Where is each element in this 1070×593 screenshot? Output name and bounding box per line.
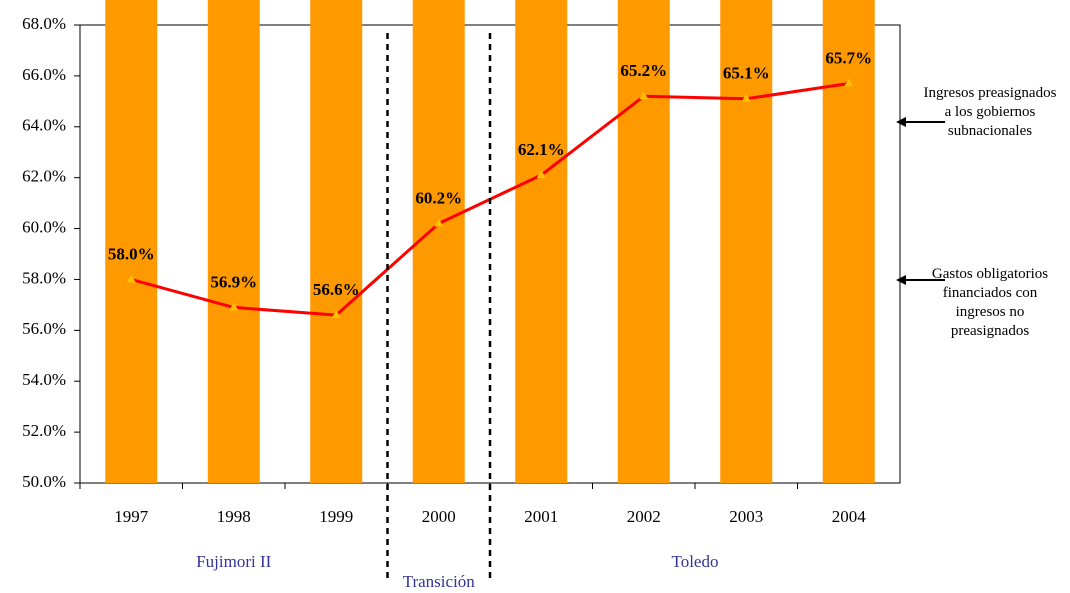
- group-label: Toledo: [672, 552, 719, 571]
- total-label: 58.0%: [108, 244, 155, 263]
- group-label: Fujimori II: [196, 552, 271, 571]
- x-tick-label: 2004: [832, 507, 867, 526]
- bar-segment: [412, 0, 465, 484]
- total-marker: [229, 302, 239, 311]
- y-tick-label: 66.0%: [22, 65, 66, 84]
- bar-segment: [822, 0, 875, 483]
- total-marker: [536, 170, 546, 179]
- bar-segment: [207, 0, 260, 484]
- total-label: 65.7%: [825, 48, 872, 67]
- arrow-head: [896, 275, 906, 285]
- total-marker: [126, 274, 136, 283]
- y-tick-label: 52.0%: [22, 421, 66, 440]
- legend-entry: Gastos obligatorios financiados con ingr…: [931, 266, 1049, 339]
- x-tick-label: 2000: [422, 507, 456, 526]
- y-tick-label: 54.0%: [22, 370, 66, 389]
- total-label: 56.9%: [210, 272, 257, 291]
- group-label: Transición: [403, 572, 476, 591]
- bar-segment: [310, 0, 363, 484]
- total-marker: [434, 218, 444, 227]
- x-tick-label: 1999: [319, 507, 353, 526]
- total-label: 65.1%: [723, 64, 770, 83]
- total-marker: [331, 310, 341, 319]
- y-tick-label: 68.0%: [22, 14, 66, 33]
- bar-segment: [720, 0, 773, 483]
- arrow-head: [896, 117, 906, 127]
- y-tick-label: 64.0%: [22, 116, 66, 135]
- total-label: 60.2%: [415, 188, 462, 207]
- y-tick-label: 62.0%: [22, 167, 66, 186]
- x-tick-label: 1997: [114, 507, 149, 526]
- bar-segment: [515, 0, 568, 483]
- bar-segment: [617, 0, 670, 483]
- x-tick-label: 2002: [627, 507, 661, 526]
- x-tick-label: 2001: [524, 507, 558, 526]
- y-tick-label: 56.0%: [22, 319, 66, 338]
- y-tick-label: 60.0%: [22, 217, 66, 236]
- y-tick-label: 58.0%: [22, 268, 66, 287]
- x-tick-label: 2003: [729, 507, 763, 526]
- y-tick-label: 50.0%: [22, 472, 66, 491]
- total-marker: [741, 93, 751, 102]
- total-label: 65.2%: [620, 61, 667, 80]
- total-label: 56.6%: [313, 280, 360, 299]
- bar-segment: [105, 0, 158, 484]
- x-tick-label: 1998: [217, 507, 251, 526]
- total-marker: [639, 91, 649, 100]
- legend-entry: Ingresos preasignados a los gobiernos su…: [923, 85, 1057, 139]
- total-marker: [844, 78, 854, 87]
- total-label: 62.1%: [518, 140, 565, 159]
